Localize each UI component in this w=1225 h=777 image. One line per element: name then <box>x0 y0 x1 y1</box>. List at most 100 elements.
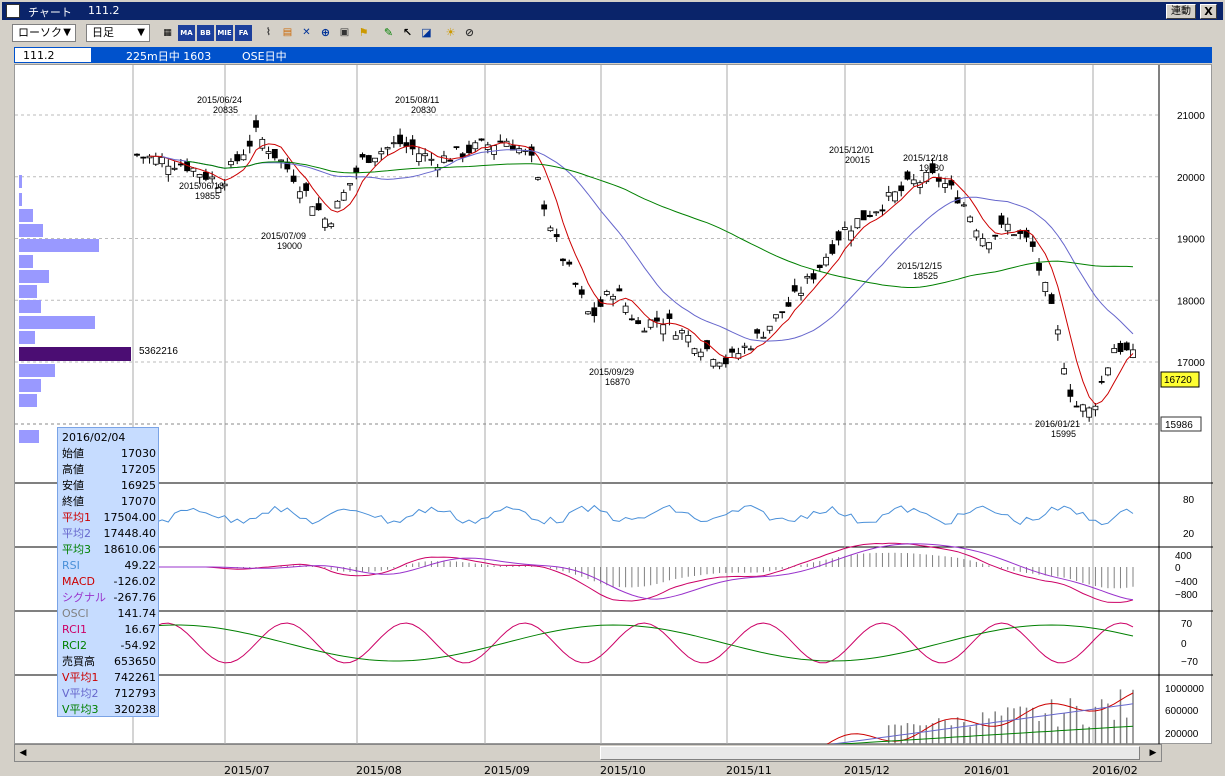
legend-row: RCI2 -54.92 <box>62 638 158 654</box>
legend-row: シグナル -267.76 <box>62 590 158 606</box>
legend-value: -126.02 <box>113 575 156 588</box>
clear-icon[interactable]: ⊘ <box>464 26 475 39</box>
candle-body <box>159 156 165 165</box>
scrollbar-thumb[interactable] <box>600 746 1140 760</box>
pen-icon[interactable]: ✎ <box>383 26 394 39</box>
candle-body <box>203 171 209 180</box>
scroll-right-icon[interactable]: ▶ <box>1149 748 1157 758</box>
annotation-value: 19880 <box>919 163 944 173</box>
legend-value: -267.76 <box>113 591 156 604</box>
legend-label: RSI <box>62 559 80 572</box>
candle-body <box>1086 407 1093 418</box>
candle-body <box>228 161 234 166</box>
legend-label: 始値 <box>62 447 84 460</box>
candle-body <box>923 172 930 183</box>
chart-style-dropdown[interactable]: ローソク ▼ <box>12 24 76 42</box>
zoom-icon[interactable]: ⊕ <box>320 26 331 39</box>
calculator-icon[interactable]: ▣ <box>339 27 350 38</box>
pointer-icon[interactable]: ↖ <box>402 26 413 39</box>
market-name: OSE日中 <box>242 50 287 63</box>
ma-button[interactable]: MA <box>178 25 195 41</box>
legend-row: 平均2 17448.40 <box>62 526 158 542</box>
candle-body <box>560 258 566 262</box>
volume-profile-bar <box>19 193 22 206</box>
candle-body <box>221 183 228 187</box>
eraser-icon[interactable]: ◪ <box>421 26 432 39</box>
candle-body <box>948 180 955 186</box>
legend-label: V平均3 <box>62 703 99 716</box>
legend-value: 17448.40 <box>103 527 157 540</box>
settings-icon[interactable]: ☀ <box>445 26 456 39</box>
volume-profile-bar <box>19 394 37 407</box>
candle-body <box>848 230 855 241</box>
fibonacci-icon[interactable]: ▤ <box>282 27 293 38</box>
ma2-line <box>161 149 1134 342</box>
legend-value: 141.74 <box>117 607 157 620</box>
date-axis: 2015/07 2015/08 2015/09 2015/10 2015/11 2015/… <box>14 762 1212 777</box>
chart-app-icon <box>6 4 20 18</box>
candle-body <box>497 140 504 143</box>
flag-icon[interactable]: ⚑ <box>358 26 369 39</box>
candle-body <box>929 163 936 174</box>
link-button[interactable]: 連動 <box>1166 4 1196 19</box>
rsi-line <box>136 504 1134 526</box>
candle-body <box>447 159 454 162</box>
volume-profile-bar <box>19 316 95 329</box>
annotation-date: 2016/01/21 <box>1035 419 1080 429</box>
candle-body <box>610 295 616 300</box>
period-dropdown[interactable]: 日足 ▼ <box>86 24 150 42</box>
candle-body <box>478 138 485 141</box>
candle-body <box>347 183 353 186</box>
vma1-line <box>825 692 1134 745</box>
date-tick-label: 2015/09 <box>484 764 530 777</box>
date-tick-label: 2016/02 <box>1092 764 1138 777</box>
candle-body <box>472 142 479 150</box>
candle-body <box>309 206 316 216</box>
fa-button[interactable]: FA <box>235 25 252 41</box>
cross-icon[interactable]: ✕ <box>302 27 311 38</box>
scroll-left-icon[interactable]: ◀ <box>19 748 27 758</box>
current-price-tag <box>1160 371 1200 388</box>
chart-area[interactable]: 21000 20000 19000 18000 17000 5362216 2015/06/… <box>14 64 1213 745</box>
candle-body <box>1042 282 1049 293</box>
candle-body <box>666 313 673 319</box>
volume-profile-bar <box>19 430 39 443</box>
window-code-title: 111.2 <box>88 4 120 17</box>
annotation-date: 2015/08/11 <box>395 95 439 105</box>
candle-body <box>986 242 992 250</box>
price-axis-label: 17000 <box>1177 358 1205 369</box>
candle-body <box>635 320 642 325</box>
candle-body <box>816 264 823 268</box>
annotation-date: 2015/09/29 <box>589 367 634 377</box>
candle-body <box>791 285 798 292</box>
candle-body <box>741 345 748 348</box>
annotation-date: 2015/06/24 <box>197 95 242 105</box>
bb-button[interactable]: BB <box>197 25 214 41</box>
candle-body <box>697 351 704 358</box>
code-cell: 111.2 <box>14 47 92 63</box>
annotation-date: 2015/12/15 <box>897 261 942 271</box>
price-axis-label: 20000 <box>1177 173 1205 184</box>
candle-body <box>340 192 347 201</box>
legend-value: 742261 <box>114 671 156 684</box>
macd-axis-label: −800 <box>1175 590 1198 601</box>
legend-value: 16.67 <box>124 623 157 636</box>
volume-profile-bar <box>19 331 35 344</box>
candle-body <box>641 330 648 333</box>
candle-body <box>892 191 898 202</box>
horizontal-scrollbar[interactable]: ◀ ▶ <box>14 744 1162 762</box>
candle-body <box>384 147 391 150</box>
legend-label: 平均3 <box>62 543 91 556</box>
data-legend: 2016/02/04 始値 17030 高値 17205 安値 16925 終値 17070 平… <box>57 427 159 717</box>
candle-body <box>585 311 591 315</box>
trend-line-icon[interactable]: ⌇ <box>266 27 271 38</box>
close-button[interactable]: X <box>1200 4 1217 19</box>
chart-canvas[interactable]: 21000 20000 19000 18000 17000 5362216 2015/06/… <box>15 65 1213 745</box>
annotation-value: 19000 <box>277 241 302 251</box>
ma3-line <box>187 160 1134 288</box>
candle-body <box>754 329 761 334</box>
compare-icon[interactable]: ▦ <box>159 25 176 41</box>
legend-value: 18610.06 <box>103 543 157 556</box>
mie-button[interactable]: MIE <box>216 25 233 41</box>
candle-body <box>290 175 297 182</box>
